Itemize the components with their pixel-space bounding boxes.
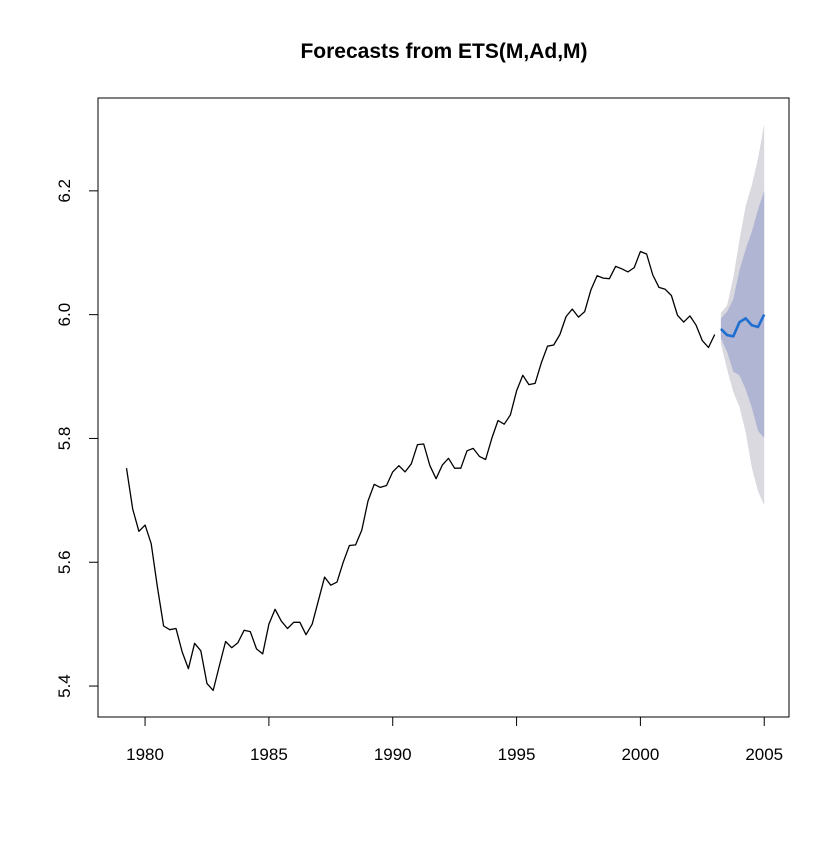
x-tick-label: 1985 <box>250 745 288 764</box>
x-tick-label: 1980 <box>126 745 164 764</box>
x-tick-label: 1990 <box>374 745 412 764</box>
point-forecast-line <box>719 314 766 338</box>
y-tick-label: 5.8 <box>55 427 74 451</box>
y-tick-label: 5.4 <box>55 674 74 698</box>
x-tick-label: 1995 <box>498 745 536 764</box>
interval-band-80 <box>720 190 765 438</box>
x-axis: 1980 1985 1990 1995 2000 2005 <box>126 716 783 764</box>
series-lines <box>125 250 766 692</box>
y-tick-label: 6.2 <box>55 179 74 203</box>
prediction-intervals <box>720 124 765 506</box>
y-axis: 5.4 5.6 5.8 6.0 6.2 <box>55 179 99 698</box>
x-tick-label: 2000 <box>621 745 659 764</box>
chart-title: Forecasts from ETS(M,Ad,M) <box>300 40 587 63</box>
observed-line <box>125 250 716 692</box>
y-tick-label: 5.6 <box>55 550 74 574</box>
plot-frame <box>97 97 790 718</box>
y-tick-label: 6.0 <box>55 303 74 327</box>
x-tick-label: 2005 <box>745 745 783 764</box>
